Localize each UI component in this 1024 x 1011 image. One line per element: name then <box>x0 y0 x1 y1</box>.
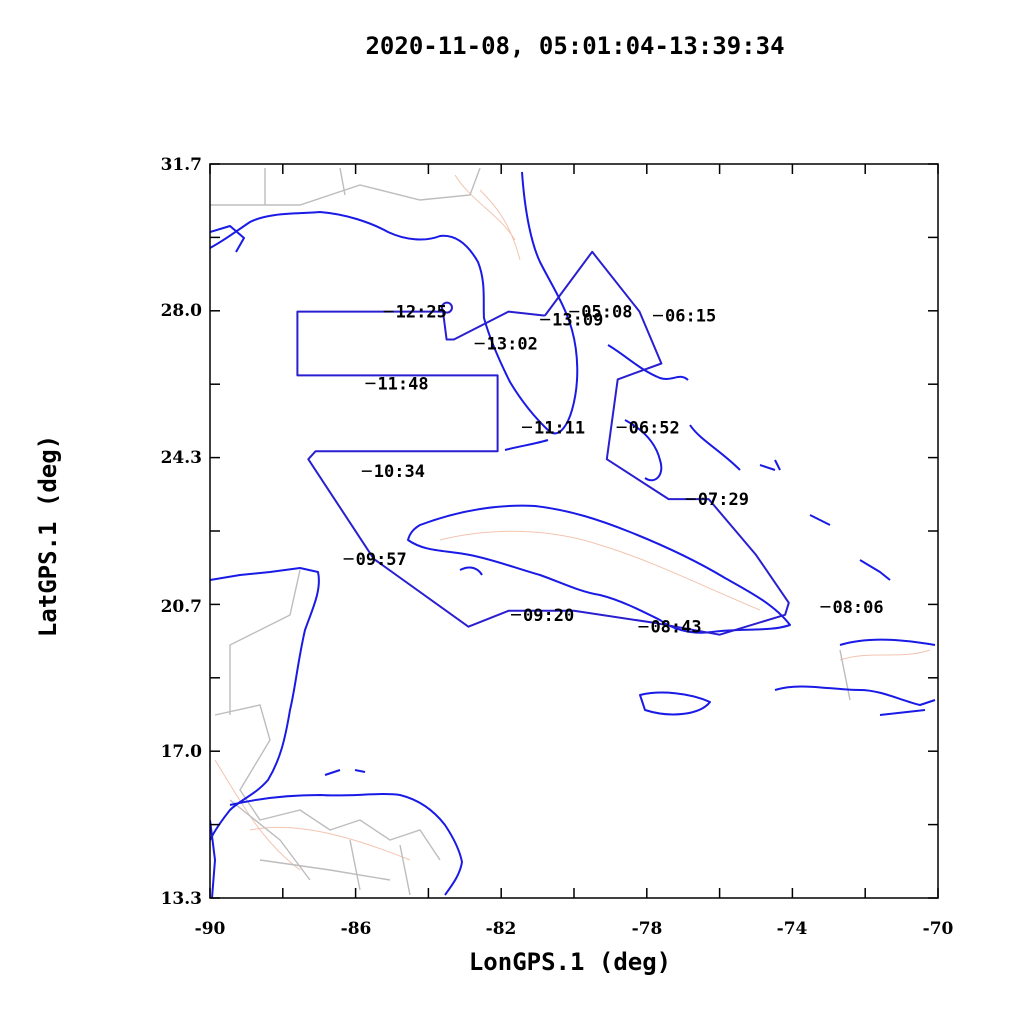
y-tick-label: 28.0 <box>161 301 203 321</box>
time-label: 10:34 <box>374 462 425 482</box>
time-label: 08:06 <box>832 598 883 618</box>
time-label: 09:20 <box>523 606 574 626</box>
y-tick-label: 20.7 <box>161 597 202 617</box>
x-tick-label: -86 <box>341 919 372 939</box>
time-label: 06:15 <box>665 307 716 327</box>
y-tick-label: 31.7 <box>161 155 202 175</box>
terrain-contours <box>214 174 931 871</box>
x-tick-labels: -90 -86 -82 -78 -74 -70 <box>195 919 954 939</box>
y-axis-label: LatGPS.1 (deg) <box>34 435 62 637</box>
x-tick-label: -78 <box>632 919 663 939</box>
time-label: 08:43 <box>650 618 701 638</box>
time-label: 06:52 <box>629 418 680 438</box>
time-label: 11:48 <box>377 374 428 394</box>
x-axis-label: LonGPS.1 (deg) <box>469 948 671 976</box>
x-tick-label: -74 <box>777 919 808 939</box>
time-label: 12:25 <box>396 303 447 323</box>
x-tick-label: -70 <box>923 919 954 939</box>
time-label: 13:09 <box>552 311 603 331</box>
y-tick-label: 13.3 <box>161 889 202 909</box>
x-tick-label: -90 <box>195 919 226 939</box>
y-tick-label: 24.3 <box>161 448 202 468</box>
chart-title: 2020-11-08, 05:01:04-13:39:34 <box>365 32 784 60</box>
holding-loop <box>440 301 453 314</box>
country-borders <box>210 167 851 896</box>
plot-frame <box>209 163 939 899</box>
time-label: 07:29 <box>698 490 749 510</box>
time-label: 11:11 <box>534 418 585 438</box>
coastlines <box>210 171 936 898</box>
flight-track <box>296 250 790 636</box>
x-tick-label: -82 <box>486 919 517 939</box>
y-tick-label: 17.0 <box>161 742 203 762</box>
tick-marks <box>209 163 939 899</box>
time-label: 13:02 <box>487 335 538 355</box>
y-tick-labels: 13.3 17.0 20.7 24.3 28.0 31.7 <box>161 155 203 909</box>
flight-track-layer <box>296 250 790 636</box>
time-label: 09:57 <box>356 550 407 570</box>
time-label: 05:08 <box>581 303 632 323</box>
basemap <box>210 167 936 898</box>
